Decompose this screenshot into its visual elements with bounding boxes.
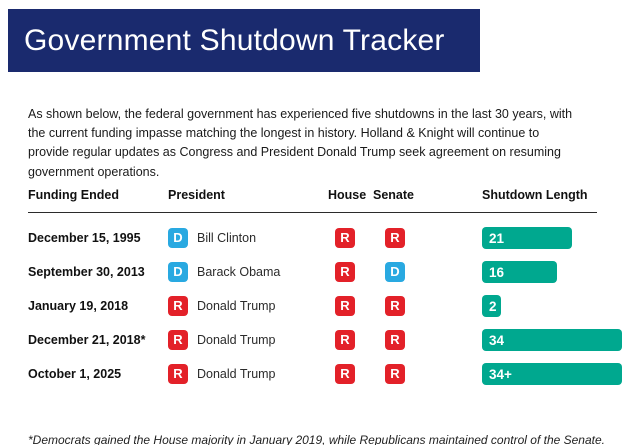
column-header-funding-ended: Funding Ended: [28, 188, 119, 202]
shutdown-length-cell: 2: [482, 295, 597, 317]
table-row: December 15, 1995 D Bill Clinton R R 21: [28, 221, 597, 255]
party-badge-r: R: [168, 296, 188, 316]
house-party-badge: R: [335, 296, 355, 316]
senate-cell: R: [373, 364, 482, 384]
shutdown-length-cell: 34: [482, 329, 622, 351]
senate-party-badge: R: [385, 364, 405, 384]
senate-cell: R: [373, 296, 482, 316]
party-badge-r: R: [168, 330, 188, 350]
house-party-badge: R: [335, 364, 355, 384]
president-cell: R Donald Trump: [168, 296, 328, 316]
funding-ended-cell: December 21, 2018*: [28, 333, 146, 347]
intro-text: As shown below, the federal government h…: [28, 106, 573, 179]
senate-cell: D: [373, 262, 482, 282]
senate-party-badge: D: [385, 262, 405, 282]
funding-ended-cell: December 15, 1995: [28, 231, 141, 245]
table-row: September 30, 2013 D Barack Obama R D 16: [28, 255, 597, 289]
president-name: Bill Clinton: [197, 231, 257, 245]
shutdown-length-value: 34: [489, 332, 505, 348]
shutdown-length-bar: 34: [482, 329, 622, 351]
senate-party-badge: R: [385, 228, 405, 248]
house-cell: R: [328, 330, 373, 350]
house-cell: R: [328, 364, 373, 384]
shutdown-length-bar: 2: [482, 295, 501, 317]
president-cell: D Bill Clinton: [168, 228, 328, 248]
table-row: December 21, 2018* R Donald Trump R R 34: [28, 323, 622, 357]
house-cell: R: [328, 228, 373, 248]
funding-ended-cell: January 19, 2018: [28, 299, 129, 313]
table-row: October 1, 2025 R Donald Trump R R 34+: [28, 357, 622, 391]
house-party-badge: R: [335, 330, 355, 350]
table-header-row: Funding Ended President House Senate Shu…: [28, 188, 597, 213]
page-title: Government Shutdown Tracker: [24, 23, 445, 57]
page-header: Government Shutdown Tracker: [8, 9, 480, 72]
president-name: Donald Trump: [197, 299, 276, 313]
shutdown-length-value: 16: [489, 264, 505, 280]
house-party-badge: R: [335, 228, 355, 248]
house-cell: R: [328, 262, 373, 282]
shutdown-length-cell: 16: [482, 261, 597, 283]
column-header-shutdown-length: Shutdown Length: [482, 188, 588, 202]
senate-cell: R: [373, 228, 482, 248]
table-rows: December 15, 1995 D Bill Clinton R R 21 …: [28, 213, 622, 391]
party-badge-d: D: [168, 228, 188, 248]
president-name: Donald Trump: [197, 367, 276, 381]
shutdown-table: Funding Ended President House Senate Shu…: [28, 188, 622, 391]
party-badge-r: R: [168, 364, 188, 384]
shutdown-length-value: 2: [489, 298, 497, 314]
shutdown-length-bar: 16: [482, 261, 557, 283]
column-header-senate: Senate: [373, 188, 414, 202]
senate-cell: R: [373, 330, 482, 350]
column-header-house: House: [328, 188, 367, 202]
shutdown-length-value: 34+: [489, 366, 512, 382]
shutdown-length-cell: 34+: [482, 363, 622, 385]
senate-party-badge: R: [385, 296, 405, 316]
table-row: January 19, 2018 R Donald Trump R R 2: [28, 289, 597, 323]
shutdown-length-cell: 21: [482, 227, 597, 249]
party-badge-d: D: [168, 262, 188, 282]
shutdown-length-bar: 21: [482, 227, 572, 249]
president-name: Barack Obama: [197, 265, 281, 279]
house-cell: R: [328, 296, 373, 316]
senate-party-badge: R: [385, 330, 405, 350]
funding-ended-cell: September 30, 2013: [28, 265, 145, 279]
house-party-badge: R: [335, 262, 355, 282]
president-cell: D Barack Obama: [168, 262, 328, 282]
president-name: Donald Trump: [197, 333, 276, 347]
column-header-president: President: [168, 188, 225, 202]
funding-ended-cell: October 1, 2025: [28, 367, 122, 381]
shutdown-length-value: 21: [489, 230, 505, 246]
footnote: *Democrats gained the House majority in …: [28, 433, 605, 445]
president-cell: R Donald Trump: [168, 330, 328, 350]
shutdown-length-bar: 34+: [482, 363, 622, 385]
president-cell: R Donald Trump: [168, 364, 328, 384]
